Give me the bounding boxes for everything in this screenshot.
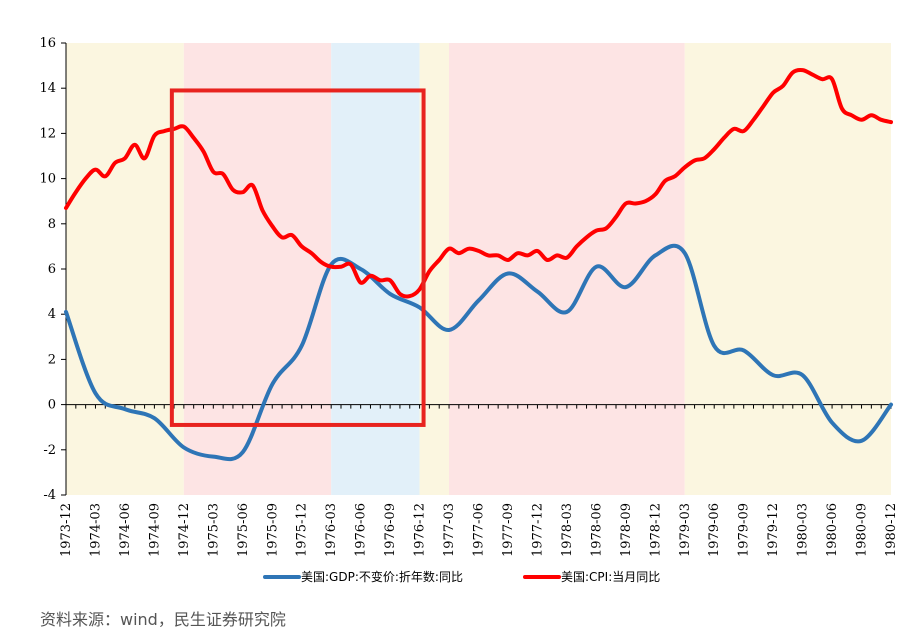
y-tick-label: 0 (48, 398, 56, 413)
x-tick-label: 1979-09 (737, 503, 752, 557)
x-tick-label: 1978-09 (619, 503, 634, 557)
x-tick-label: 1973-12 (59, 503, 74, 557)
x-tick-label: 1979-06 (707, 503, 722, 557)
x-tick-label: 1975-12 (295, 503, 310, 557)
x-tick-label: 1975-03 (206, 503, 221, 557)
x-tick-label: 1974-03 (88, 503, 103, 557)
x-tick-label: 1980-12 (884, 503, 899, 557)
y-tick-label: 2 (48, 352, 56, 367)
y-tick-label: 6 (48, 262, 56, 277)
y-tick-label: 10 (39, 172, 56, 187)
x-tick-label: 1975-09 (265, 503, 280, 557)
x-tick-label: 1976-12 (413, 503, 428, 557)
legend-label-gdp: 美国:GDP:不变价:折年数:同比 (301, 569, 463, 584)
x-tick-label: 1977-09 (501, 503, 516, 557)
shaded-region-5 (449, 43, 685, 495)
y-tick-label: 4 (48, 307, 56, 322)
x-tick-label: 1980-09 (855, 503, 870, 557)
x-tick-label: 1977-06 (472, 503, 487, 557)
x-tick-label: 1979-12 (766, 503, 781, 557)
legend: 美国:GDP:不变价:折年数:同比 美国:CPI:当月同比 (263, 569, 660, 584)
x-tick-label: 1977-03 (442, 503, 457, 557)
highlight-box (169, 88, 426, 427)
x-tick-label: 1976-03 (324, 503, 339, 557)
shaded-region-3 (331, 43, 420, 495)
x-tick-label: 1976-09 (383, 503, 398, 557)
x-tick-label: 1978-12 (648, 503, 663, 557)
series-lines (64, 67, 893, 462)
legend-label-cpi: 美国:CPI:当月同比 (561, 570, 660, 584)
x-tick-label: 1980-06 (825, 503, 840, 557)
x-tick-label: 1980-03 (796, 503, 811, 557)
shaded-region-6 (684, 43, 891, 495)
series-line-cpi (64, 67, 893, 299)
y-tick-label: 16 (39, 36, 56, 51)
x-tick-label: 1976-06 (354, 503, 369, 557)
x-tick-label: 1979-03 (678, 503, 693, 557)
y-tick-label: 14 (39, 81, 56, 96)
y-tick-label: 12 (39, 126, 56, 141)
shaded-region-2 (183, 43, 332, 495)
y-tick-label: 8 (48, 217, 56, 232)
x-tick-label: 1974-09 (147, 503, 162, 557)
shaded-regions (66, 43, 891, 495)
y-tick-label: -2 (43, 443, 56, 458)
x-tick-label: 1978-03 (560, 503, 575, 557)
x-tick-label: 1977-12 (530, 503, 545, 557)
axes: -4 -2 0 2 4 6 8 10 12 14 16 1973-12 1974-03 1974-06 19… (39, 36, 899, 557)
x-tick-label: 1974-06 (118, 503, 133, 557)
x-tick-label: 1978-06 (589, 503, 604, 557)
y-tick-label: -4 (43, 488, 56, 503)
series-line-gdp (64, 243, 893, 462)
source-note: 资料来源：wind，民生证券研究院 (40, 610, 286, 629)
x-tick-label: 1974-12 (177, 503, 192, 557)
highlight-box-layer (169, 88, 426, 427)
x-tick-label: 1975-06 (236, 503, 251, 557)
shaded-region-1 (66, 43, 184, 495)
line-chart: -4 -2 0 2 4 6 8 10 12 14 16 1973-12 1974-03 1974-06 19… (39, 36, 899, 584)
